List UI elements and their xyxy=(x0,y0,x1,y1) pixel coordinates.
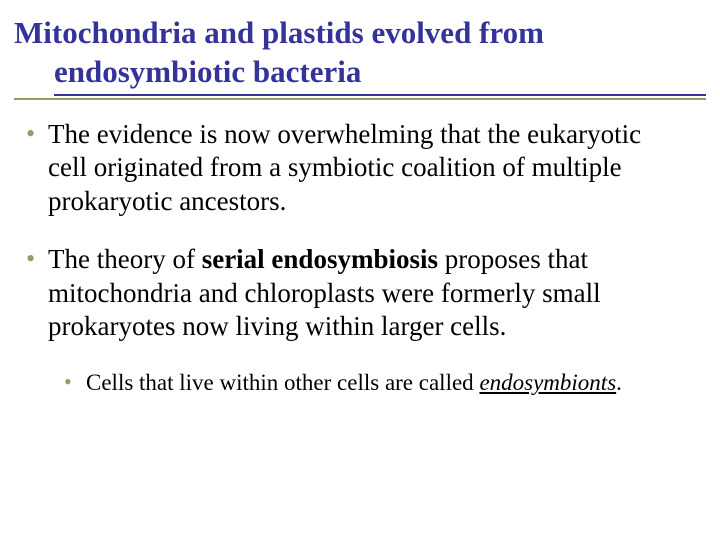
sub-bullet-item: • Cells that live within other cells are… xyxy=(64,368,706,398)
underline-italic-term: endosymbionts xyxy=(479,370,616,395)
text-span: The theory of xyxy=(48,244,202,274)
bullet-dot: • xyxy=(26,118,48,219)
bold-term: serial endosymbiosis xyxy=(202,244,438,274)
bullet-item: • The theory of serial endosymbiosis pro… xyxy=(26,243,706,344)
text-span: . xyxy=(616,370,622,395)
text-span: Cells that live within other cells are c… xyxy=(86,370,479,395)
slide-title: Mitochondria and plastids evolved from e… xyxy=(54,14,706,96)
title-underline-secondary xyxy=(14,98,706,100)
bullet-item: • The evidence is now overwhelming that … xyxy=(26,118,706,219)
bullet-dot: • xyxy=(26,243,48,344)
bullet-text: The evidence is now overwhelming that th… xyxy=(48,118,676,219)
bullet-text: The theory of serial endosymbiosis propo… xyxy=(48,243,676,344)
bullet-text: Cells that live within other cells are c… xyxy=(86,368,622,398)
bullet-dot: • xyxy=(64,368,86,398)
